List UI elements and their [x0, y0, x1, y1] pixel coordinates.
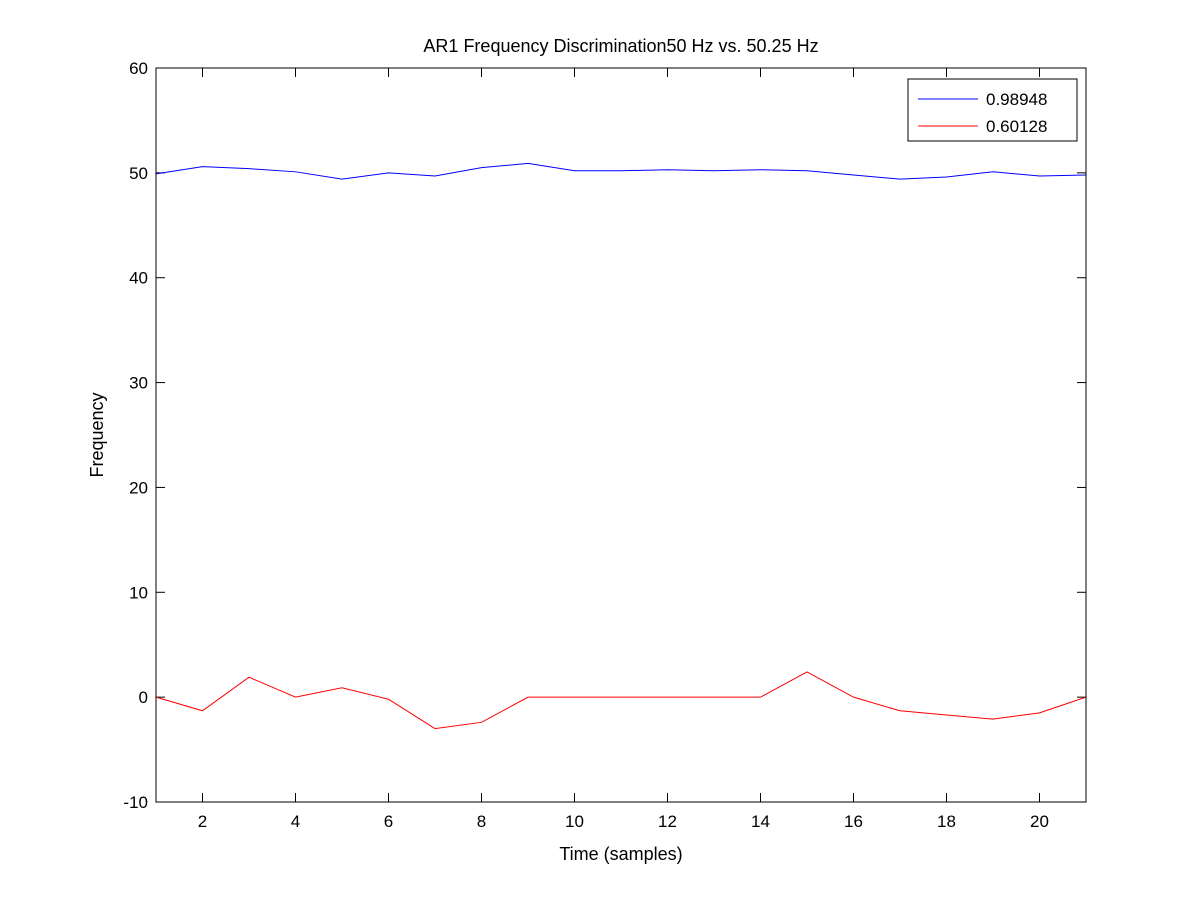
- x-tick-label: 14: [751, 812, 770, 831]
- x-tick-label: 16: [844, 812, 863, 831]
- y-tick-label: 0: [139, 688, 148, 707]
- y-tick-label: 30: [129, 374, 148, 393]
- series-line-2: [155, 671, 1087, 730]
- legend-label-series-1: 0.98948: [986, 90, 1047, 109]
- plot-area: [156, 68, 1086, 802]
- y-tick-label: 20: [129, 478, 148, 497]
- legend-box: [907, 78, 1078, 142]
- x-tick-label: 8: [477, 812, 486, 831]
- legend-label-series-2: 0.60128: [986, 117, 1047, 136]
- y-tick-label: -10: [123, 793, 148, 812]
- legend: 0.98948 0.60128: [907, 78, 1078, 142]
- x-tick-label: 10: [565, 812, 584, 831]
- x-tick-label: 20: [1030, 812, 1049, 831]
- x-tick-label: 2: [198, 812, 207, 831]
- ticks: 2 4 6 8 10 12 14 16 18 20 -10 0 10 20 30 40 50 60: [123, 59, 1086, 831]
- y-tick-label: 40: [129, 269, 148, 288]
- x-tick-label: 4: [291, 812, 300, 831]
- x-axis-label: Time (samples): [559, 844, 682, 864]
- y-axis-label: Frequency: [87, 392, 107, 477]
- x-tick-label: 6: [384, 812, 393, 831]
- series-lines: [155, 162, 1087, 730]
- series-line-1: [155, 162, 1087, 180]
- y-tick-label: 60: [129, 59, 148, 78]
- y-tick-label: 50: [129, 164, 148, 183]
- plot-frame: [155, 67, 1087, 803]
- y-tick-label: 10: [129, 583, 148, 602]
- x-tick-label: 18: [937, 812, 956, 831]
- x-tick-label: 12: [658, 812, 677, 831]
- chart-title: AR1 Frequency Discrimination50 Hz vs. 50…: [423, 36, 818, 56]
